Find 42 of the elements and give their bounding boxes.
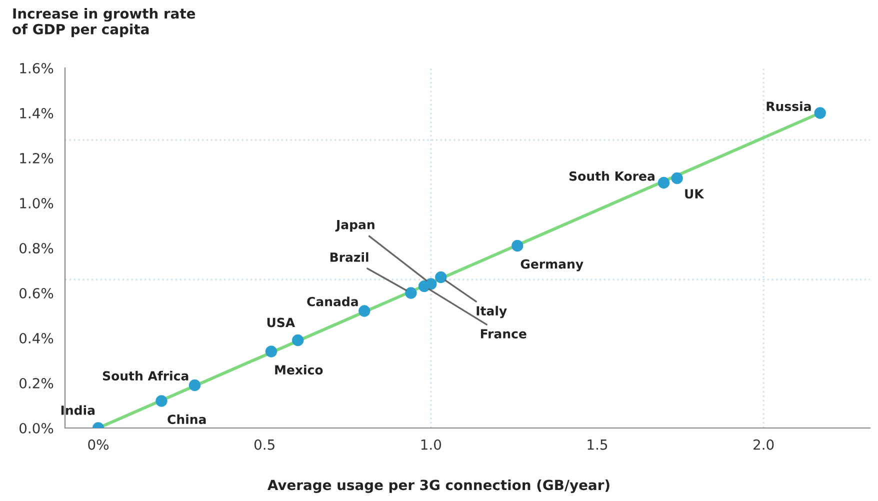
y-tick-label: 0.4% [20,332,54,344]
point [405,287,417,299]
y-tick-label: 0.0% [20,422,54,434]
point [188,379,201,392]
point [671,172,683,184]
point [435,271,447,284]
annotation: Germany [520,259,584,272]
x-tick-label: 2.0 [754,439,774,450]
annotation: India [61,405,95,415]
annotation: Canada [307,296,358,306]
point [425,278,437,290]
annotation: France [480,329,526,338]
y-tick-label: 1.0% [20,198,54,208]
annotation: South Korea [569,171,654,181]
x-tick-label: 0.5 [254,439,274,450]
y-tick-label: 1.6% [20,62,54,74]
y-axis-title: Increase in growth rate of GDP per capita [12,8,196,38]
annotation: Brazil [330,252,368,262]
annotation: UK [685,189,704,199]
point [265,346,278,358]
y-tick-label: 1.4% [20,108,54,118]
x-tick-label: 1.5 [588,440,608,450]
annotation: Italy [476,306,507,318]
point [512,240,524,252]
annotation: South Africa [102,370,188,381]
x-tick-label: 1.0 [421,439,442,450]
y-tick-label: 0.8% [20,242,54,254]
x-tick-label: 0% [88,439,109,450]
x-axis-title: Average usage per 3G connection (GB/year) [268,479,610,493]
y-tick-label: 1.2% [20,152,54,164]
point [156,395,168,407]
point [358,305,370,317]
point [292,334,304,346]
y-tick-label: 0.2% [20,378,54,388]
annotation: Japan [335,220,374,232]
point [658,176,670,189]
annotation: Russia [766,101,811,112]
y-tick-label: 0.6% [20,288,54,298]
annotation: USA [267,318,296,328]
annotation: Mexico [275,364,323,375]
annotation: China [168,414,206,424]
point [814,107,826,119]
